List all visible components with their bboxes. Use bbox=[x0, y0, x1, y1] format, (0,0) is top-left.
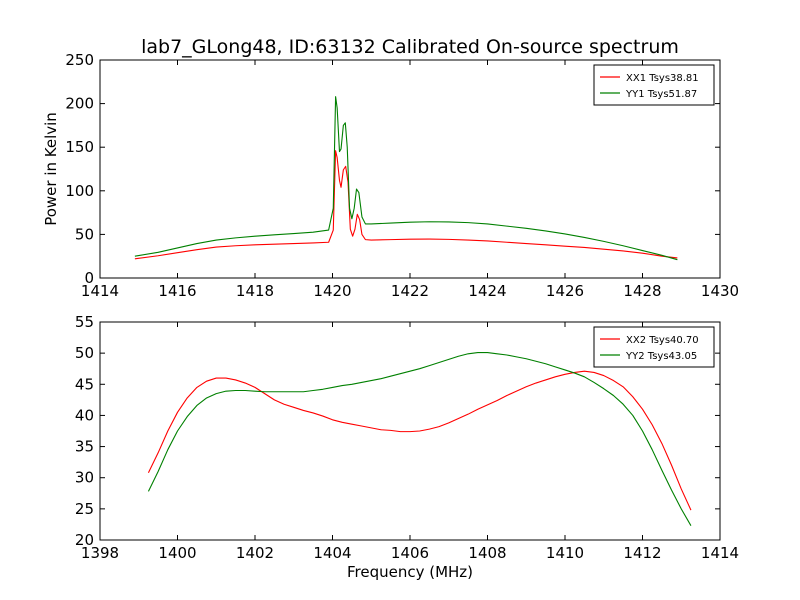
x-tick-label: 1430 bbox=[701, 282, 739, 300]
x-tick-label: 1418 bbox=[236, 282, 274, 300]
y-tick-label: 45 bbox=[75, 375, 94, 393]
legend-label: XX1 Tsys38.81 bbox=[626, 73, 699, 84]
figure-title: lab7_GLong48, ID:63132 Calibrated On-sou… bbox=[141, 36, 679, 58]
y-tick-label: 250 bbox=[65, 51, 94, 69]
x-tick-label: 1398 bbox=[81, 544, 119, 562]
legend: XX1 Tsys38.81 YY1 Tsys51.87 bbox=[593, 64, 715, 106]
legend-box bbox=[593, 326, 715, 368]
x-tick-label: 1408 bbox=[468, 544, 506, 562]
series-line-1-2 bbox=[134, 96, 678, 261]
x-tick-label: 1422 bbox=[391, 282, 429, 300]
y-tick-label: 200 bbox=[65, 95, 94, 113]
legend: XX2 Tsys40.70 YY2 Tsys43.05 bbox=[593, 326, 715, 368]
legend-box bbox=[593, 64, 715, 106]
top-spectrum-panel: 1414 1416 1418 1420 1422 1424 1426 1428 1430 0 50 1… bbox=[65, 51, 739, 300]
x-tick-label: 1414 bbox=[81, 282, 119, 300]
y-tick-label: 35 bbox=[75, 438, 94, 456]
x-tick-label: 1410 bbox=[546, 544, 584, 562]
x-axis-label: Frequency (MHz) bbox=[347, 563, 473, 581]
y-tick-label: 150 bbox=[65, 138, 94, 156]
x-tick-label: 1404 bbox=[313, 544, 351, 562]
legend-label: XX2 Tsys40.70 bbox=[626, 335, 699, 346]
x-tick-label: 1406 bbox=[391, 544, 429, 562]
y-axis-label: Power in Kelvin bbox=[42, 112, 60, 226]
x-tick-label: 1414 bbox=[701, 544, 739, 562]
x-tick-label: 1416 bbox=[158, 282, 196, 300]
y-tick-label: 55 bbox=[75, 313, 94, 331]
x-tick-label: 1420 bbox=[313, 282, 351, 300]
series-line-2-1 bbox=[147, 370, 692, 511]
series-line-2-2 bbox=[147, 351, 692, 526]
y-tick-label: 100 bbox=[65, 182, 94, 200]
y-tick-label: 25 bbox=[75, 500, 94, 518]
y-tick-label: 40 bbox=[75, 406, 94, 424]
y-tick-label: 0 bbox=[84, 269, 94, 287]
bottom-spectrum-panel: 1398 1400 1402 1404 1406 1408 1410 1412 1414 20 25… bbox=[75, 313, 739, 562]
y-tick-label: 30 bbox=[75, 469, 94, 487]
x-tick-label: 1412 bbox=[623, 544, 661, 562]
y-tick-label: 50 bbox=[75, 344, 94, 362]
y-tick-label: 20 bbox=[75, 531, 94, 549]
legend-label: YY1 Tsys51.87 bbox=[625, 89, 697, 100]
series-line-1-1 bbox=[134, 150, 678, 260]
y-tick-label: 50 bbox=[75, 225, 94, 243]
x-tick-label: 1426 bbox=[546, 282, 584, 300]
x-tick-label: 1428 bbox=[623, 282, 661, 300]
x-tick-label: 1402 bbox=[236, 544, 274, 562]
legend-label: YY2 Tsys43.05 bbox=[625, 351, 697, 362]
x-tick-label: 1400 bbox=[158, 544, 196, 562]
x-tick-label: 1424 bbox=[468, 282, 506, 300]
